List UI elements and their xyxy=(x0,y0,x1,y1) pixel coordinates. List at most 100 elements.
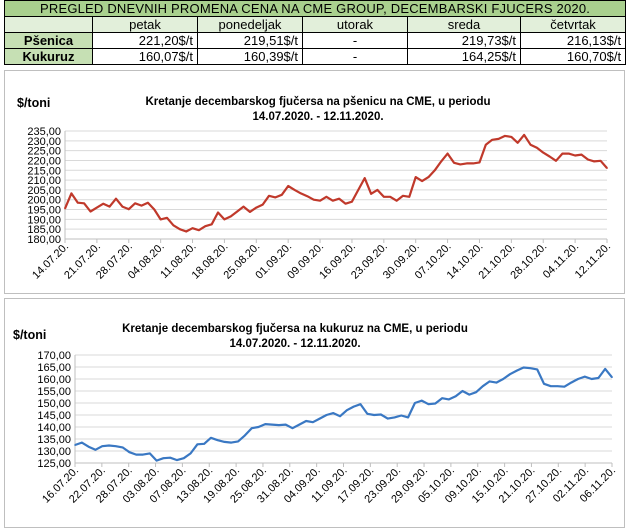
table-title: PREGLED DNEVNIH PROMENA CENA NA CME GROU… xyxy=(3,0,627,17)
data-point xyxy=(268,195,270,197)
table-row: Kukuruz 160,07$/t 160,39$/t - 164,25$/t … xyxy=(4,48,627,65)
data-point xyxy=(155,459,158,462)
data-point xyxy=(159,218,162,221)
data-point xyxy=(400,414,403,417)
data-point xyxy=(87,445,90,448)
data-point xyxy=(414,402,416,404)
data-point xyxy=(465,162,468,165)
data-point xyxy=(257,426,260,428)
corn-y-unit: $/toni xyxy=(13,328,46,342)
data-point xyxy=(81,441,83,444)
corn-chart-title: Kretanje decembarskog fjučersa na kukuru… xyxy=(122,323,468,335)
data-point xyxy=(108,205,111,208)
table-cell: 221,20$/t xyxy=(92,32,198,49)
data-point xyxy=(383,196,385,198)
y-tick-label: 140,00 xyxy=(37,422,71,434)
data-point xyxy=(179,228,181,230)
y-tick-label: 220,00 xyxy=(27,155,61,167)
wheat-chart-svg: $/toni Kretanje decembarskog fjučersa na… xyxy=(17,96,613,282)
data-point xyxy=(522,366,525,369)
y-tick-label: 235,00 xyxy=(27,126,61,138)
data-point xyxy=(264,423,267,425)
data-point xyxy=(370,193,372,195)
data-point xyxy=(352,405,355,408)
data-point xyxy=(293,189,296,191)
y-tick-label: 125,00 xyxy=(37,458,71,470)
data-point xyxy=(441,397,443,399)
data-point xyxy=(185,230,187,233)
data-point xyxy=(89,210,92,213)
data-point xyxy=(485,143,487,146)
data-point xyxy=(402,195,404,197)
data-point xyxy=(407,416,409,419)
data-point xyxy=(217,211,219,214)
data-point xyxy=(281,194,283,196)
data-point xyxy=(312,198,315,201)
data-point xyxy=(373,414,375,416)
data-point xyxy=(567,152,570,155)
table-header-blank xyxy=(4,16,93,33)
data-point xyxy=(376,189,379,191)
data-point xyxy=(478,161,481,164)
data-point xyxy=(250,427,253,429)
data-point xyxy=(306,195,309,197)
data-point xyxy=(446,152,449,155)
data-point xyxy=(461,390,464,392)
y-tick-label: 170,00 xyxy=(37,350,71,362)
data-point xyxy=(408,196,411,198)
y-tick-label: 195,00 xyxy=(27,205,61,217)
data-point xyxy=(574,154,576,157)
data-point xyxy=(389,196,392,198)
y-tick-label: 190,00 xyxy=(27,214,61,226)
data-point xyxy=(482,385,484,387)
data-point xyxy=(468,393,471,396)
data-point xyxy=(274,196,277,199)
data-point xyxy=(115,445,117,447)
data-point xyxy=(548,155,551,158)
data-point xyxy=(502,378,505,380)
data-point xyxy=(536,368,538,371)
data-point xyxy=(70,192,73,195)
data-point xyxy=(291,427,294,429)
data-point xyxy=(590,378,593,380)
data-point xyxy=(414,176,417,178)
data-point xyxy=(344,202,347,205)
data-point xyxy=(305,420,307,422)
data-point xyxy=(555,160,557,162)
data-point xyxy=(606,167,608,169)
y-tick-label: 210,00 xyxy=(27,175,61,187)
table-cell: - xyxy=(302,32,408,49)
y-tick-label: 200,00 xyxy=(27,195,61,207)
data-point xyxy=(427,403,430,405)
data-point xyxy=(135,453,137,456)
data-point xyxy=(363,177,366,179)
data-point xyxy=(475,391,477,393)
data-point xyxy=(516,142,519,144)
data-point xyxy=(495,381,498,384)
table-header-day: utorak xyxy=(302,16,408,33)
data-point xyxy=(191,227,194,229)
table-cell: 219,51$/t xyxy=(197,32,303,49)
table-row: Pšenica 221,20$/t 219,51$/t - 219,73$/t … xyxy=(4,32,627,49)
data-point xyxy=(556,385,559,387)
y-tick-label: 165,00 xyxy=(37,362,71,374)
series-line xyxy=(74,366,613,462)
data-point xyxy=(325,196,328,198)
table-cell: 160,39$/t xyxy=(197,48,303,65)
data-point xyxy=(536,146,538,149)
data-point xyxy=(121,205,124,208)
data-point xyxy=(101,445,103,447)
y-tick-label: 130,00 xyxy=(37,446,71,458)
table-header-row: petak ponedeljak utorak sreda četvrtak xyxy=(4,16,627,33)
data-point xyxy=(550,385,552,387)
data-point xyxy=(77,201,79,204)
data-point xyxy=(196,443,199,446)
data-point xyxy=(427,176,430,178)
data-point xyxy=(434,402,437,405)
data-point xyxy=(509,373,511,375)
data-point xyxy=(434,169,436,172)
data-point xyxy=(393,416,396,419)
data-point xyxy=(128,208,130,210)
data-point xyxy=(142,453,144,456)
y-tick-label: 150,00 xyxy=(37,398,71,410)
